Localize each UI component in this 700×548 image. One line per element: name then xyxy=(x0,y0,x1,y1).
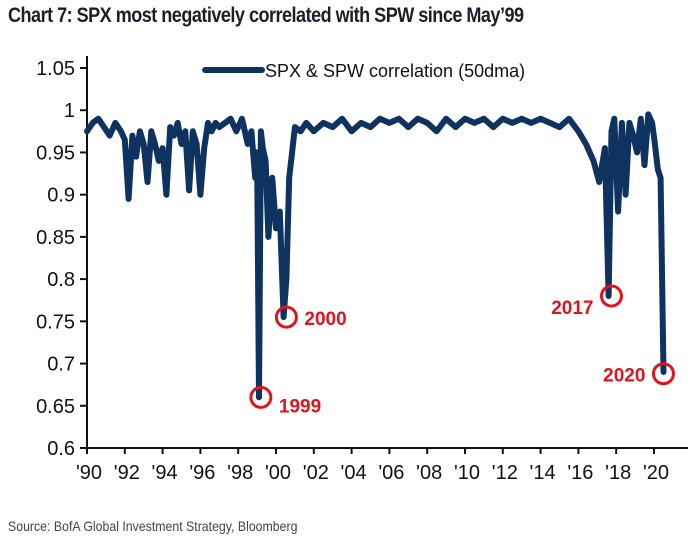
x-tick-label: '04 xyxy=(341,462,367,484)
legend: SPX & SPW correlation (50dma) xyxy=(202,61,525,81)
x-tick-label: '98 xyxy=(227,462,253,484)
y-tick-label: 0.95 xyxy=(36,142,75,164)
x-tick-label: '90 xyxy=(76,462,102,484)
y-axis: 1.05 1 0.95 0.9 0.85 0.8 0.75 0.7 0.65 0.6 xyxy=(36,56,88,460)
annotation-circle xyxy=(249,385,273,409)
x-tick-label: '16 xyxy=(567,462,593,484)
x-tick-label: '18 xyxy=(605,462,631,484)
y-tick-label: 0.85 xyxy=(36,227,75,249)
x-tick-label: '14 xyxy=(530,462,556,484)
y-tick-label: 0.8 xyxy=(47,269,75,291)
x-tick-label: '96 xyxy=(189,462,215,484)
series-layer xyxy=(84,111,667,401)
x-axis: '90 '92 '94 '96 '98 '00 '02 '04 '06 '08 '10 '12 '14 '… xyxy=(76,447,688,484)
x-tick-label: '20 xyxy=(643,462,669,484)
annotation-label: 1999 xyxy=(279,396,321,417)
x-tick-label: '00 xyxy=(265,462,291,484)
x-tick-label: '02 xyxy=(303,462,329,484)
y-tick-label: 1 xyxy=(64,100,75,122)
x-tick-label: '12 xyxy=(492,462,518,484)
x-tick-label: '08 xyxy=(416,462,442,484)
legend-label: SPX & SPW correlation (50dma) xyxy=(265,61,525,81)
y-tick-label: 0.65 xyxy=(36,396,75,418)
annotation-circle xyxy=(274,305,298,329)
y-tick-label: 0.9 xyxy=(47,185,75,207)
y-tick-label: 0.6 xyxy=(47,438,75,460)
y-tick-label: 1.05 xyxy=(36,58,75,80)
x-tick-label: '94 xyxy=(152,462,178,484)
chart-title: Chart 7: SPX most negatively correlated … xyxy=(8,4,524,27)
annotation-layer: 1999 2000 2017 2020 xyxy=(249,284,675,417)
source-note: Source: BofA Global Investment Strategy,… xyxy=(8,518,298,534)
annotation-label: 2020 xyxy=(603,366,645,387)
x-tick-label: '92 xyxy=(114,462,140,484)
y-tick-label: 0.75 xyxy=(36,311,75,333)
series-line xyxy=(84,111,667,401)
y-tick-label: 0.7 xyxy=(47,354,75,376)
annotation-label: 2017 xyxy=(551,298,593,319)
annotation-label: 2000 xyxy=(304,309,346,330)
x-tick-label: '10 xyxy=(454,462,480,484)
annotation-circle xyxy=(651,362,675,386)
annotation-circle xyxy=(599,284,623,308)
x-tick-label: '06 xyxy=(378,462,404,484)
